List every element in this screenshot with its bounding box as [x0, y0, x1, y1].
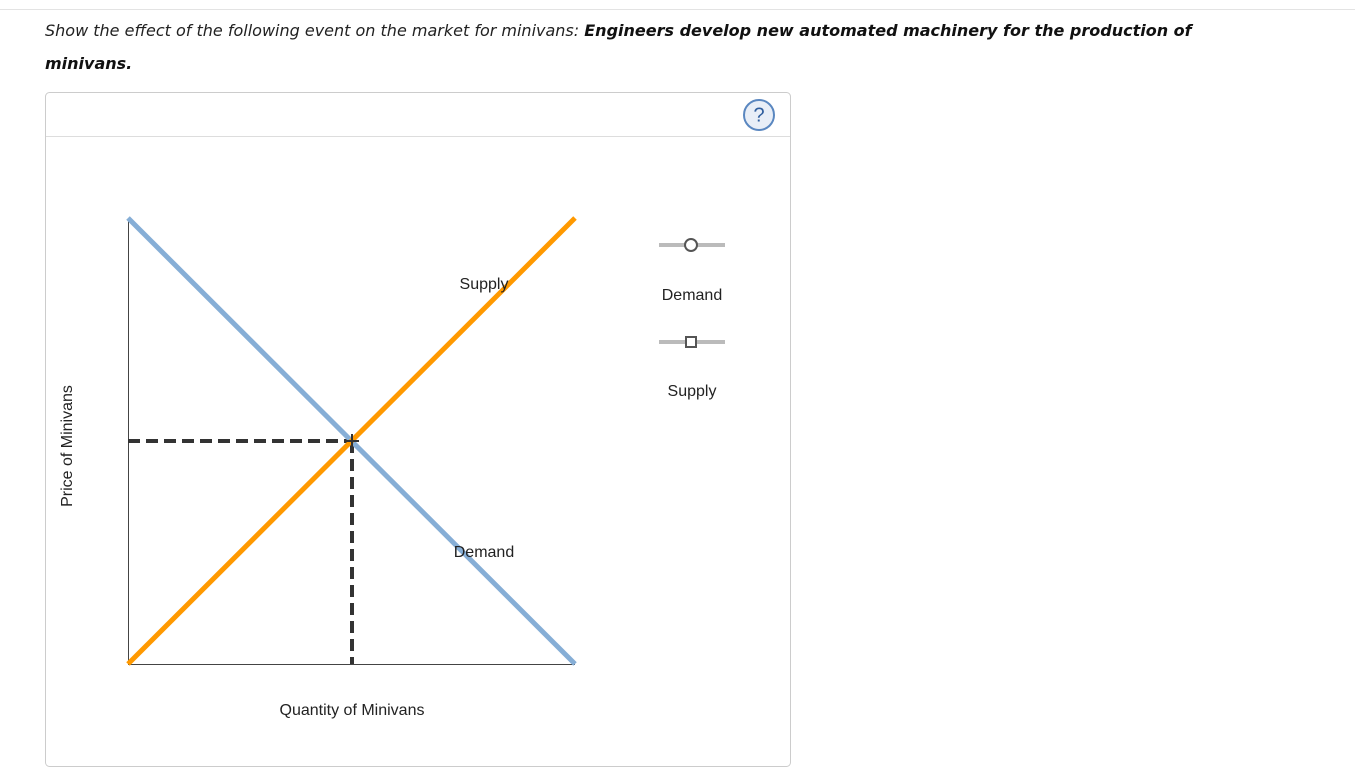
y-axis-label: Price of Minivans — [59, 385, 76, 507]
supply-tool[interactable]: Supply — [659, 336, 725, 400]
panel-border — [45, 92, 791, 767]
question-prompt: Show the effect of the following event o… — [45, 21, 580, 40]
tool-point[interactable] — [684, 238, 698, 252]
tool-point[interactable] — [685, 336, 697, 348]
tool-label[interactable]: Demand — [662, 287, 722, 304]
help-icon[interactable]: ? — [753, 104, 764, 126]
demand-label: Demand — [454, 544, 514, 561]
question: Show the effect of the following event o… — [45, 14, 1245, 80]
divider — [0, 9, 1355, 10]
supply-label: Supply — [460, 276, 509, 293]
tool-label[interactable]: Supply — [668, 383, 717, 400]
equilibrium-marker — [345, 434, 359, 448]
help-circle[interactable] — [743, 99, 775, 131]
x-axis-label: Quantity of Minivans — [280, 702, 425, 719]
help-button[interactable]: ? — [743, 99, 775, 131]
question-event: Engineers develop new automated machiner… — [45, 21, 1192, 73]
demand-tool[interactable]: Demand — [659, 238, 725, 304]
